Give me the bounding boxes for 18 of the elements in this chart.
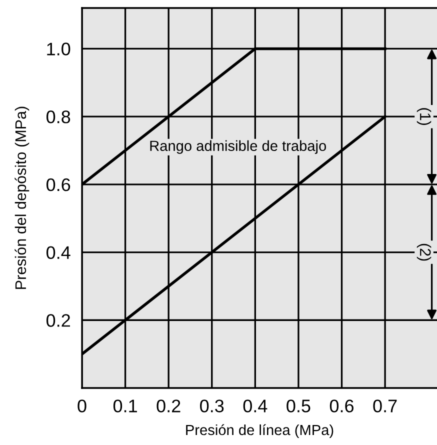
x-tick-label: 0.3	[200, 400, 224, 412]
x-tick-label: 0.2	[156, 400, 180, 412]
y-axis-title: Presión del depósito (MPa)	[14, 106, 30, 289]
annotation: (1)	[416, 108, 432, 125]
y-tick-label: 0.2	[46, 314, 70, 327]
x-axis-title: Presión de línea (MPa)	[186, 424, 334, 438]
x-tick-label: 0.7	[373, 400, 397, 412]
x-tick-label: 0.4	[243, 400, 268, 412]
y-tick-label: 0.4	[46, 246, 70, 260]
y-tick-label: 0.8	[46, 110, 70, 124]
y-tick-label: 1.0	[47, 42, 70, 56]
x-tick-label: 0.6	[330, 400, 354, 412]
y-tick-label: 0.6	[46, 178, 70, 192]
x-tick-label: 0.1	[113, 400, 137, 412]
annotation: Rango admisible de trabajo	[150, 140, 326, 154]
x-tick-label: 0	[78, 400, 86, 412]
x-tick-label: 0.5	[286, 400, 310, 412]
annotation: (2)	[416, 244, 432, 261]
